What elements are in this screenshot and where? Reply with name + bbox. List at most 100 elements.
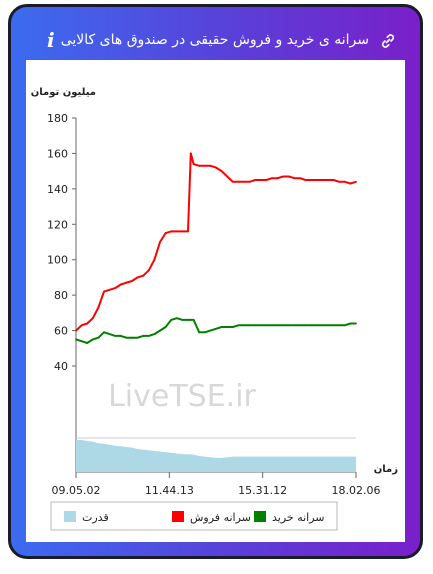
data-point xyxy=(136,276,139,279)
data-point xyxy=(243,324,245,327)
data-point xyxy=(142,274,145,277)
data-point xyxy=(265,324,268,327)
chart-panel: میلیون تومان زمان LiveTSE.ir 40 60 80 100 12… xyxy=(26,60,405,542)
data-point xyxy=(181,230,184,233)
data-point xyxy=(327,179,329,181)
data-point xyxy=(86,342,89,344)
data-point xyxy=(315,179,318,181)
y-tick-label: 180 xyxy=(47,112,68,125)
data-point xyxy=(108,288,111,291)
data-point xyxy=(343,324,346,327)
data-point xyxy=(321,179,324,181)
data-point xyxy=(231,326,234,328)
data-point xyxy=(125,281,128,284)
data-point xyxy=(147,335,150,337)
data-point xyxy=(299,177,301,180)
data-point xyxy=(338,324,341,327)
data-point xyxy=(114,287,117,289)
data-point xyxy=(153,333,156,335)
x-axis-label: زمان xyxy=(374,464,398,475)
data-point xyxy=(349,182,352,185)
data-point xyxy=(321,324,324,327)
data-point xyxy=(349,322,352,325)
series-lines xyxy=(75,152,357,344)
x-tick-label: 18.02.06 xyxy=(332,484,381,497)
strength-area xyxy=(76,440,356,472)
watermark: LiveTSE.ir xyxy=(108,379,256,414)
data-point xyxy=(293,177,296,180)
data-point xyxy=(203,331,206,334)
data-point xyxy=(103,290,105,293)
data-point xyxy=(170,230,173,233)
y-tick-label: 140 xyxy=(47,183,68,196)
data-point xyxy=(91,317,94,320)
data-point xyxy=(327,324,329,327)
data-point xyxy=(209,164,212,167)
data-point xyxy=(108,333,111,335)
legend-swatch xyxy=(254,511,266,522)
data-point xyxy=(259,179,262,181)
data-point xyxy=(170,319,173,321)
data-point xyxy=(220,170,223,172)
data-point xyxy=(293,324,296,327)
data-point xyxy=(175,230,178,233)
data-point xyxy=(103,331,105,334)
data-point xyxy=(265,179,268,181)
data-point xyxy=(310,324,313,327)
data-point xyxy=(254,179,257,181)
card-header: i سرانه ی خرید و فروش حقیقی در صندوق های… xyxy=(9,5,422,59)
data-point xyxy=(287,324,290,327)
legend-box xyxy=(50,501,338,531)
data-point xyxy=(215,327,217,330)
data-point xyxy=(315,324,318,327)
data-point xyxy=(271,177,273,180)
data-point xyxy=(338,180,341,183)
y-tick-label: 80 xyxy=(54,289,68,302)
link-icon[interactable] xyxy=(379,32,397,50)
chart-svg: میلیون تومان زمان LiveTSE.ir 40 60 80 100 12… xyxy=(31,87,398,531)
data-point xyxy=(271,324,273,327)
data-point xyxy=(226,326,229,328)
data-point xyxy=(131,280,133,282)
data-point xyxy=(125,336,128,339)
data-point xyxy=(343,180,346,183)
data-point xyxy=(75,329,77,332)
x-tick-label: 09.05.02 xyxy=(52,484,101,497)
data-point xyxy=(332,179,335,181)
data-point xyxy=(153,258,156,261)
data-point xyxy=(282,175,285,178)
data-point xyxy=(304,324,307,327)
data-point xyxy=(287,175,290,178)
y-axis: 40 60 80 100 120 140 160 180 xyxy=(47,112,77,472)
y-tick-label: 40 xyxy=(54,360,68,373)
data-point xyxy=(355,180,357,183)
data-point xyxy=(187,319,189,321)
x-tick-label: 15.31.12 xyxy=(238,484,287,497)
data-point xyxy=(114,335,117,337)
y-tick-label: 120 xyxy=(47,218,68,231)
data-point xyxy=(198,331,201,334)
data-point xyxy=(192,163,195,165)
data-point xyxy=(209,329,212,332)
series-line xyxy=(75,152,357,332)
data-point xyxy=(259,324,262,327)
data-point xyxy=(254,324,257,327)
info-icon[interactable]: i xyxy=(47,28,55,52)
data-point xyxy=(299,324,301,327)
data-point xyxy=(276,324,279,327)
legend-label: سرانه خرید xyxy=(272,511,325,524)
data-point xyxy=(332,324,335,327)
data-point xyxy=(226,175,229,178)
data-point xyxy=(142,335,145,337)
y-tick-label: 100 xyxy=(47,254,68,267)
y-tick-label: 160 xyxy=(47,147,68,160)
data-point xyxy=(181,319,184,321)
data-point xyxy=(231,180,234,183)
legend-label: قدرت xyxy=(82,511,109,524)
data-point xyxy=(80,324,83,327)
data-point xyxy=(237,324,240,327)
legend: سرانه خرید سرانه فروش قدرت xyxy=(50,501,338,531)
data-point xyxy=(276,177,279,180)
data-point xyxy=(119,335,122,337)
legend-label: سرانه فروش xyxy=(190,511,251,524)
